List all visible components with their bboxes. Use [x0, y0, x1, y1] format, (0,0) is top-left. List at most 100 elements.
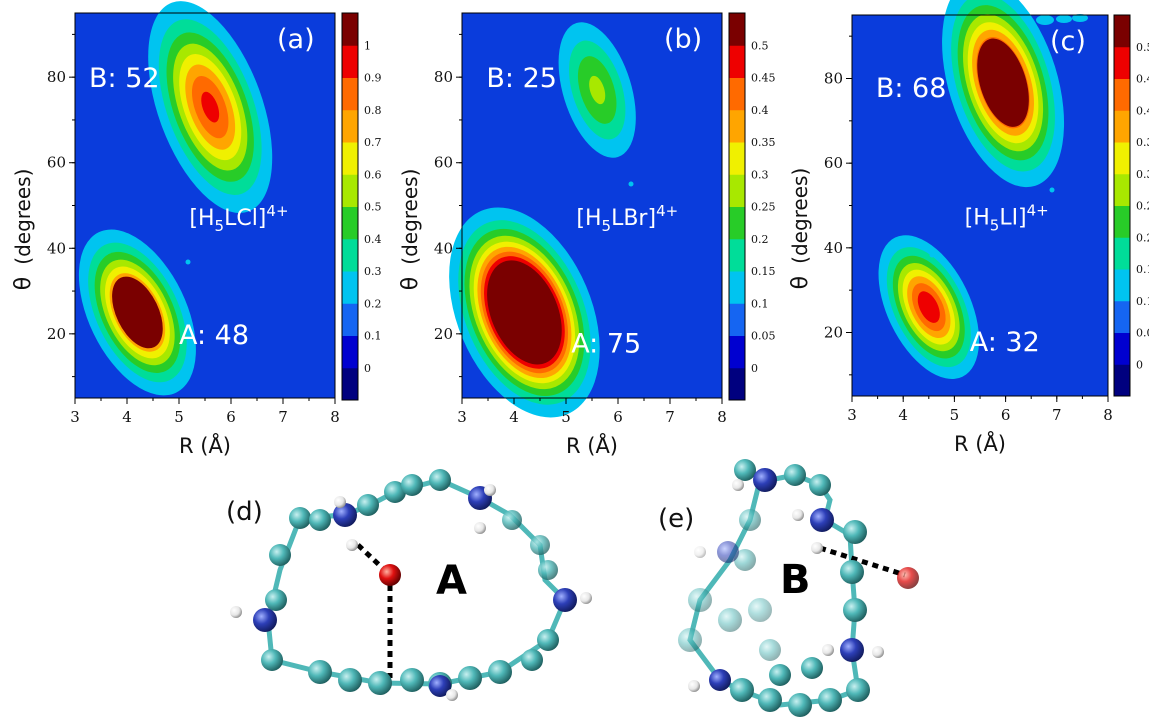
colorbar-band [342, 271, 358, 304]
colorbar-band [1114, 78, 1130, 111]
y-axis-ticks: 20 40 60 80 [824, 35, 852, 376]
halide-ion [379, 564, 401, 586]
theta-symbol: θ [398, 277, 423, 290]
x-tick-label: 5 [174, 408, 184, 426]
panel-tag: (a) [277, 24, 315, 55]
y-axis-label: θ (degrees) [788, 168, 813, 290]
structure-tag-d: (d) [226, 497, 263, 527]
colorbar-ticks: 0 0.05 0.1 0.15 0.2 0.25 0.3 0.35 0.4 0.45 0.5 [1136, 41, 1149, 371]
x-tick-label: 5 [950, 406, 960, 424]
hydrogen-atoms [688, 479, 884, 692]
contour-speck [185, 259, 191, 265]
colorbar [341, 12, 359, 401]
nitrogen-atoms [253, 486, 577, 697]
y-tick-label: 60 [47, 154, 66, 172]
contour-edge-blob [1056, 15, 1072, 23]
colorbar-tick-label: 0.2 [751, 233, 769, 246]
y-tick-label: 40 [434, 239, 453, 257]
contour-core-a [495, 272, 554, 353]
colorbar-band [342, 367, 358, 401]
colorbar-tick-label: 0.3 [751, 168, 769, 181]
colorbar-ticks: 0 0.1 0.2 0.3 0.4 0.5 0.6 0.7 0.8 0.9 1 [364, 39, 382, 374]
hydrogen-atoms [230, 484, 592, 701]
density-contours [78, 1, 273, 396]
y-axis-unit: (degrees) [788, 168, 812, 264]
x-tick-label: 3 [457, 408, 467, 426]
colorbar-band [1114, 332, 1130, 365]
x-axis-label: R (Å) [566, 432, 618, 458]
annotation-b: B: 52 [89, 63, 160, 94]
hydrogen-bond-lines [819, 545, 906, 578]
molecule-structure-e: (e) B [658, 459, 919, 717]
colorbar-frame [728, 12, 746, 401]
contour-band-b-4 [589, 75, 606, 105]
contour-speck [1049, 187, 1055, 193]
y-tick-label: 60 [824, 154, 843, 172]
y-axis-unit: (degrees) [11, 169, 35, 265]
bond-sticks [265, 477, 568, 687]
halide-ion [897, 567, 919, 589]
density-contours [449, 22, 636, 418]
y-tick-label: 40 [824, 239, 843, 257]
colorbar-tick-label: 0.05 [1136, 327, 1149, 340]
colorbar-tick-label: 0.3 [364, 265, 382, 278]
annotation-a: A: 32 [970, 327, 1040, 358]
colorbar-tick-label: 0.35 [751, 136, 776, 149]
complex-base: [H [965, 206, 990, 231]
colorbar-tick-label: 0 [751, 362, 758, 375]
y-tick-label: 20 [434, 325, 453, 343]
colorbar [728, 12, 746, 401]
y-tick-label: 20 [47, 325, 66, 343]
colorbar [1113, 14, 1131, 397]
x-tick-label: 8 [717, 408, 727, 426]
colorbar-band [729, 367, 745, 401]
colorbar-tick-label: 0.45 [1136, 73, 1149, 86]
y-axis-ticks: 20 40 60 80 [434, 33, 462, 378]
colorbar-tick-label: 0.1 [364, 330, 382, 343]
annotation-a: A: 48 [179, 320, 249, 351]
contour-speck [628, 181, 634, 187]
colorbar-band [1114, 142, 1130, 175]
colorbar-band [342, 303, 358, 336]
x-tick-label: 6 [1001, 406, 1011, 424]
colorbar-ticks: 0 0.05 0.1 0.15 0.2 0.25 0.3 0.35 0.4 0.45 0.5 [751, 39, 776, 375]
colorbar-tick-label: 0.25 [1136, 200, 1149, 213]
x-axis-ticks: 3 4 5 6 7 8 [70, 398, 340, 426]
colorbar-band [729, 45, 745, 78]
y-tick-label: 20 [824, 324, 843, 342]
complex-subscript: 5 [602, 217, 612, 235]
colorbar-band [729, 271, 745, 304]
contour-core-b [977, 38, 1029, 127]
complex-mid: LBr] [611, 206, 656, 231]
panel-tag: (c) [1050, 26, 1086, 57]
colorbar-tick-label: 0.15 [1136, 263, 1149, 276]
complex-label: [H5LCl]4+ [189, 202, 288, 235]
colorbar-tick-label: 0.3 [1136, 168, 1149, 181]
x-tick-label: 4 [122, 408, 132, 426]
colorbar-tick-label: 0.7 [364, 136, 382, 149]
colorbar-band [729, 77, 745, 111]
molecule-structure-d: (d) A [226, 469, 592, 701]
x-tick-label: 4 [898, 406, 908, 424]
colorbar-band [1114, 173, 1130, 206]
colorbar-tick-label: 0.4 [1136, 104, 1149, 117]
colorbar-band [729, 206, 745, 240]
contour-band-b-8 [201, 91, 220, 123]
structure-label-a: A [436, 558, 467, 604]
x-tick-label: 6 [226, 408, 236, 426]
panel-tag: (b) [664, 24, 702, 55]
colorbar-frame [1113, 14, 1131, 397]
nitrogen-atoms [709, 468, 864, 691]
contour-speck [929, 252, 935, 258]
y-tick-label: 40 [47, 239, 66, 257]
colorbar-band [342, 206, 358, 240]
complex-label: [H5LBr]4+ [576, 202, 678, 235]
complex-base: [H [576, 206, 601, 231]
colorbar-band [1114, 364, 1130, 397]
structure-tag-e: (e) [658, 504, 694, 534]
x-tick-label: 8 [330, 408, 340, 426]
heatmap-panel-a: 3 4 5 6 7 8 20 40 60 80 0 0.1 0.2 0.3 0.4 0.5 0.6 0.7 0.… [11, 1, 382, 458]
annotation-b: B: 25 [486, 63, 557, 94]
x-tick-label: 3 [70, 408, 80, 426]
